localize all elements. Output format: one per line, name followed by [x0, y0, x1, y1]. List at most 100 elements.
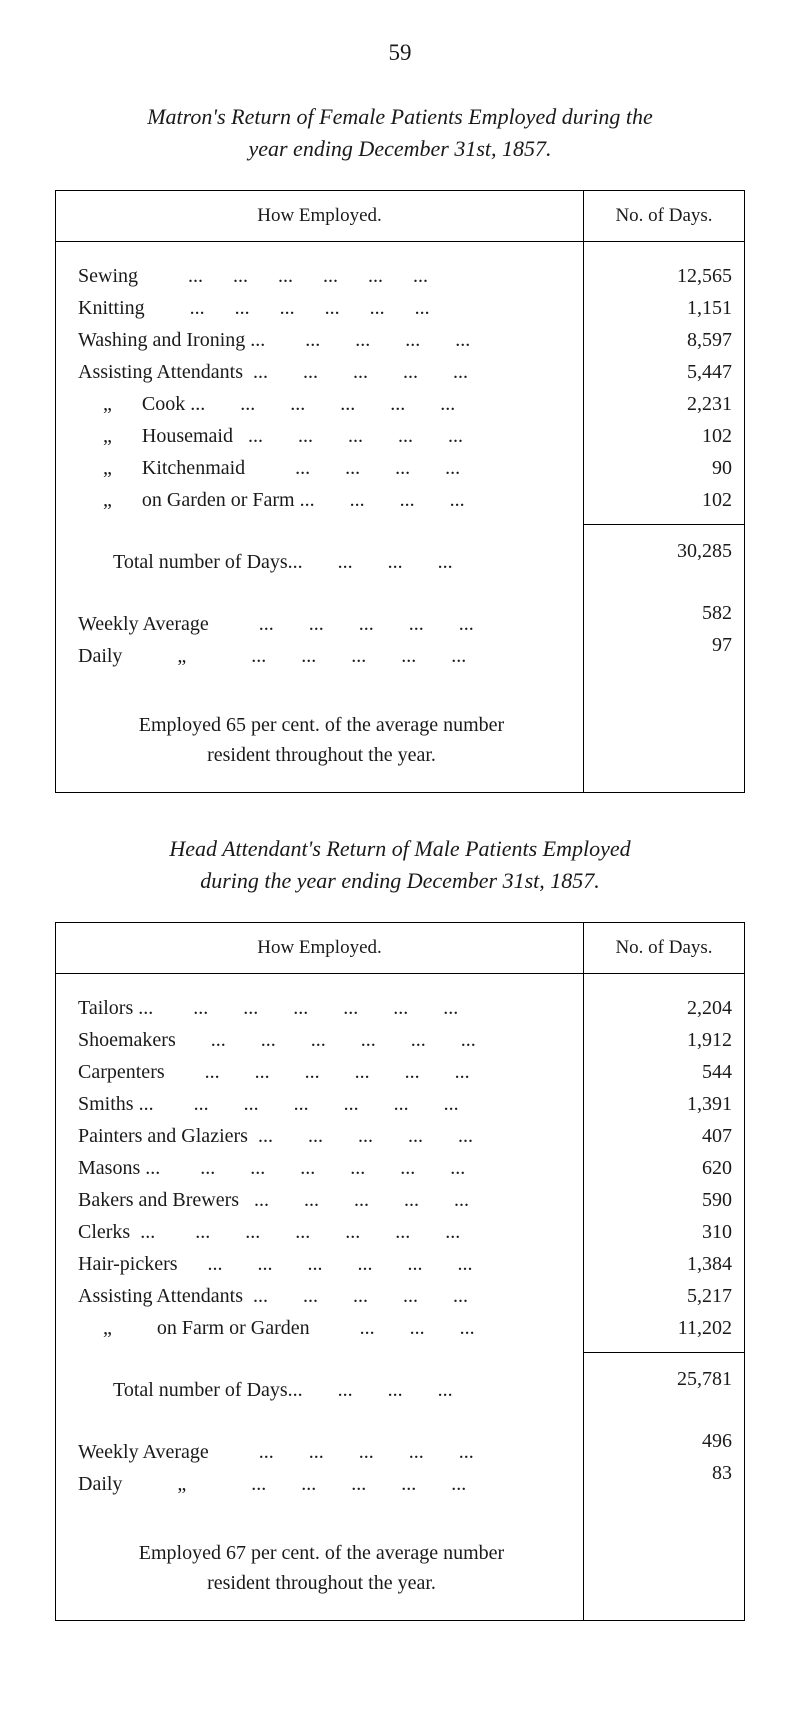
row-value: 12,565	[596, 260, 732, 292]
section2-title-line2: during the year ending December 31st, 18…	[200, 868, 600, 893]
row-value: 544	[596, 1056, 732, 1088]
row-value: 8,597	[596, 324, 732, 356]
row-label: Knitting ... ... ... ... ... ...	[78, 292, 430, 324]
row-value: 407	[596, 1120, 732, 1152]
row-label: Smiths ... ... ... ... ... ... ...	[78, 1088, 459, 1120]
section1-table: How Employed. No. of Days. Sewing ... ..…	[55, 190, 745, 793]
row-value: 1,391	[596, 1088, 732, 1120]
table-row: Assisting Attendants ... ... ... ... ...	[78, 1280, 565, 1312]
table-row: Clerks ... ... ... ... ... ... ...	[78, 1216, 565, 1248]
row-label: Sewing ... ... ... ... ... ...	[78, 260, 428, 292]
row-value: 1,151	[596, 292, 732, 324]
section2-total-value: 25,781	[596, 1363, 732, 1395]
section2-body-right: 2,2041,9125441,3914076205903101,3845,217…	[584, 974, 744, 1620]
table-row: Shoemakers ... ... ... ... ... ...	[78, 1024, 565, 1056]
section1-body: Sewing ... ... ... ... ... ...Knitting .…	[56, 242, 744, 792]
table-row: Washing and Ironing ... ... ... ... ...	[78, 324, 565, 356]
row-label: „ on Garden or Farm ... ... ... ...	[78, 484, 465, 516]
row-label: Assisting Attendants ... ... ... ... ...	[78, 356, 468, 388]
section1-weekly-label: Weekly Average ... ... ... ... ...	[78, 608, 565, 640]
section2-footer: Employed 67 per cent. of the average num…	[78, 1530, 565, 1598]
weekly-label-text: Weekly Average ... ... ... ... ...	[78, 608, 474, 640]
table-row: „ Cook ... ... ... ... ... ...	[78, 388, 565, 420]
table-row: Masons ... ... ... ... ... ... ...	[78, 1152, 565, 1184]
row-label: Shoemakers ... ... ... ... ... ...	[78, 1024, 476, 1056]
row-value: 1,912	[596, 1024, 732, 1056]
row-value: 11,202	[596, 1312, 732, 1344]
section1-body-right: 12,5651,1518,5975,4472,23110290102 30,28…	[584, 242, 744, 792]
section2-body-left: Tailors ... ... ... ... ... ... ...Shoem…	[56, 974, 584, 1620]
row-label: „ on Farm or Garden ... ... ...	[78, 1312, 475, 1344]
footer-line2-2: resident throughout the year.	[207, 1572, 436, 1594]
section2-header-days: No. of Days.	[584, 923, 744, 973]
row-label: Painters and Glaziers ... ... ... ... ..…	[78, 1120, 473, 1152]
section1-body-left: Sewing ... ... ... ... ... ...Knitting .…	[56, 242, 584, 792]
row-value: 102	[596, 484, 732, 516]
section2-header-row: How Employed. No. of Days.	[56, 923, 744, 974]
weekly-label-text2: Weekly Average ... ... ... ... ...	[78, 1436, 474, 1468]
total-label-text: Total number of Days... ... ... ...	[113, 546, 453, 578]
section1-daily-value: 97	[596, 629, 732, 661]
row-value: 2,231	[596, 388, 732, 420]
row-value: 5,217	[596, 1280, 732, 1312]
section2-table: How Employed. No. of Days. Tailors ... .…	[55, 922, 745, 1621]
row-value: 620	[596, 1152, 732, 1184]
row-value: 2,204	[596, 992, 732, 1024]
row-label: Clerks ... ... ... ... ... ... ...	[78, 1216, 460, 1248]
section1-total-value: 30,285	[596, 535, 732, 567]
section1-header-row: How Employed. No. of Days.	[56, 191, 744, 242]
row-value: 590	[596, 1184, 732, 1216]
table-row: Tailors ... ... ... ... ... ... ...	[78, 992, 565, 1024]
daily-label-text2: Daily „ ... ... ... ... ...	[78, 1468, 466, 1500]
table-row: Hair-pickers ... ... ... ... ... ...	[78, 1248, 565, 1280]
section2-daily-value: 83	[596, 1457, 732, 1489]
section2-title: Head Attendant's Return of Male Patients…	[55, 833, 745, 897]
row-label: „ Cook ... ... ... ... ... ...	[78, 388, 455, 420]
table-row: Painters and Glaziers ... ... ... ... ..…	[78, 1120, 565, 1152]
section2-total-label: Total number of Days... ... ... ...	[78, 1374, 565, 1406]
table-row: Carpenters ... ... ... ... ... ...	[78, 1056, 565, 1088]
row-label: „ Kitchenmaid ... ... ... ...	[78, 452, 460, 484]
section1-footer: Employed 65 per cent. of the average num…	[78, 702, 565, 770]
section2-body: Tailors ... ... ... ... ... ... ...Shoem…	[56, 974, 744, 1620]
section1-title: Matron's Return of Female Patients Emplo…	[55, 101, 745, 165]
section2-weekly-value: 496	[596, 1425, 732, 1457]
row-label: „ Housemaid ... ... ... ... ...	[78, 420, 463, 452]
section2-header-employed: How Employed.	[56, 923, 584, 973]
daily-label-text: Daily „ ... ... ... ... ...	[78, 640, 466, 672]
footer-line1-2: Employed 67 per cent. of the average num…	[139, 1542, 504, 1564]
footer-line2: resident throughout the year.	[207, 744, 436, 766]
section1-header-days: No. of Days.	[584, 191, 744, 241]
row-label: Tailors ... ... ... ... ... ... ...	[78, 992, 458, 1024]
section1-header-employed: How Employed.	[56, 191, 584, 241]
section1-daily-label: Daily „ ... ... ... ... ...	[78, 640, 565, 672]
row-value: 102	[596, 420, 732, 452]
table-row: Bakers and Brewers ... ... ... ... ...	[78, 1184, 565, 1216]
total-label-text2: Total number of Days... ... ... ...	[113, 1374, 453, 1406]
section2-daily-label: Daily „ ... ... ... ... ...	[78, 1468, 565, 1500]
row-label: Washing and Ironing ... ... ... ... ...	[78, 324, 470, 356]
table-row: Assisting Attendants ... ... ... ... ...	[78, 356, 565, 388]
section2-weekly-label: Weekly Average ... ... ... ... ...	[78, 1436, 565, 1468]
row-value: 90	[596, 452, 732, 484]
row-value: 1,384	[596, 1248, 732, 1280]
table-row: „ on Garden or Farm ... ... ... ...	[78, 484, 565, 516]
table-row: „ Kitchenmaid ... ... ... ...	[78, 452, 565, 484]
row-label: Carpenters ... ... ... ... ... ...	[78, 1056, 470, 1088]
row-value: 310	[596, 1216, 732, 1248]
section1-total-label: Total number of Days... ... ... ...	[78, 546, 565, 578]
footer-line1: Employed 65 per cent. of the average num…	[139, 714, 504, 736]
section1-title-line2: year ending December 31st, 1857.	[248, 136, 551, 161]
row-value: 5,447	[596, 356, 732, 388]
table-row: „ on Farm or Garden ... ... ...	[78, 1312, 565, 1344]
section1-weekly-value: 582	[596, 597, 732, 629]
section2-title-line1: Head Attendant's Return of Male Patients…	[169, 836, 630, 861]
row-label: Bakers and Brewers ... ... ... ... ...	[78, 1184, 469, 1216]
table-row: „ Housemaid ... ... ... ... ...	[78, 420, 565, 452]
row-label: Assisting Attendants ... ... ... ... ...	[78, 1280, 468, 1312]
section1-title-line1: Matron's Return of Female Patients Emplo…	[147, 104, 653, 129]
page-number: 59	[55, 40, 745, 66]
table-row: Smiths ... ... ... ... ... ... ...	[78, 1088, 565, 1120]
row-label: Masons ... ... ... ... ... ... ...	[78, 1152, 465, 1184]
table-row: Sewing ... ... ... ... ... ...	[78, 260, 565, 292]
